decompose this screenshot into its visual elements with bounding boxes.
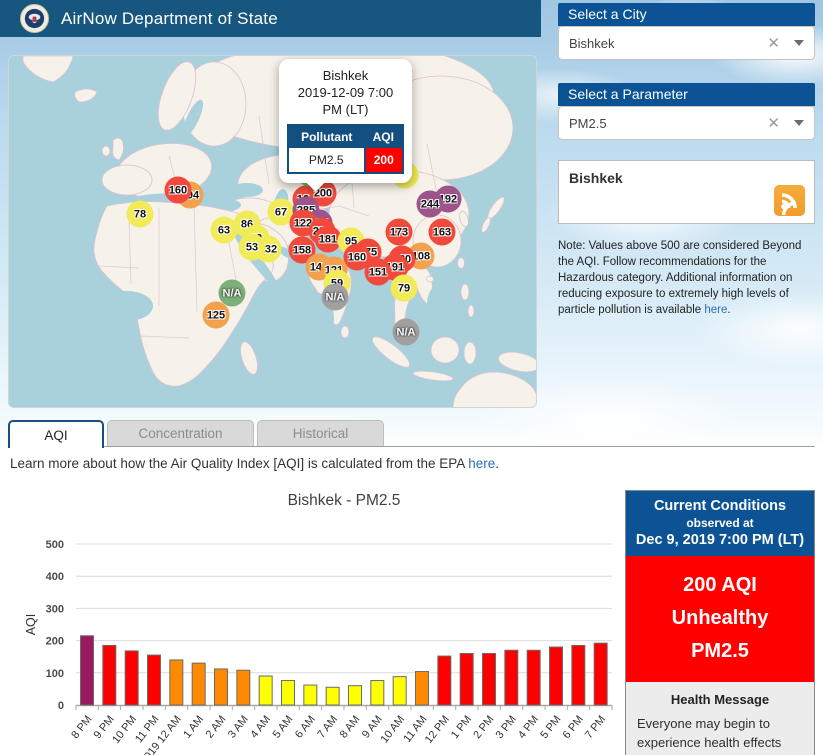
svg-text:400: 400: [46, 571, 64, 583]
tabs-bar: AQI Concentration Historical: [8, 420, 815, 448]
aqi-marker[interactable]: 181: [314, 225, 342, 253]
current-conditions-header: Current Conditions observed at Dec 9, 20…: [626, 491, 814, 556]
svg-text:10 AM: 10 AM: [379, 713, 408, 745]
current-aqi-box: 200 AQI Unhealthy PM2.5: [626, 556, 814, 682]
tab-historical[interactable]: Historical: [257, 420, 384, 446]
rss-city-title: Bishkek: [569, 170, 623, 186]
clear-icon[interactable]: ✕: [767, 35, 780, 52]
svg-text:4 PM: 4 PM: [516, 713, 541, 741]
health-message-text: Everyone may begin to experience health …: [637, 716, 782, 755]
aqi-chart-area: Bishkek - PM2.5 AQI 0 100 200 300 400 500 8 PM 9 …: [0, 485, 622, 755]
aqi-marker[interactable]: 78: [126, 200, 154, 228]
current-conditions-panel: Current Conditions observed at Dec 9, 20…: [625, 490, 815, 755]
health-message-title: Health Message: [670, 692, 770, 707]
city-select[interactable]: Bishkek ✕: [558, 26, 815, 60]
city-select-value: Bishkek: [569, 35, 615, 51]
page-title: AirNow Department of State: [61, 8, 278, 28]
svg-text:5 PM: 5 PM: [538, 713, 563, 741]
svg-text:12 PM: 12 PM: [423, 713, 452, 745]
svg-text:100: 100: [46, 668, 64, 680]
svg-text:5 AM: 5 AM: [271, 713, 296, 740]
svg-text:Bishkek - PM2.5: Bishkek - PM2.5: [288, 492, 401, 509]
beyond-aqi-note: Note: Values above 500 are considered Be…: [558, 240, 802, 317]
parameter-select[interactable]: PM2.5 ✕: [558, 106, 815, 140]
popup-datetime: 2019-12-09 7:00 PM (LT): [297, 84, 394, 117]
epa-here-link[interactable]: here: [468, 456, 496, 471]
tab-aqi[interactable]: AQI: [8, 420, 104, 448]
rss-feed-box: Bishkek: [558, 160, 815, 224]
aqi-marker[interactable]: N/A: [392, 318, 420, 346]
svg-text:1 AM: 1 AM: [181, 713, 206, 740]
aqi-marker[interactable]: 160: [164, 176, 192, 204]
aqi-marker[interactable]: N/A: [321, 283, 349, 311]
rss-icon[interactable]: [774, 185, 805, 216]
svg-text:300: 300: [46, 603, 64, 615]
popup-table: Pollutant AQI PM2.5 200: [287, 123, 404, 174]
current-conditions-title: Current Conditions: [653, 498, 787, 514]
observed-datetime: Dec 9, 2019 7:00 PM (LT): [635, 532, 805, 548]
svg-text:1 PM: 1 PM: [449, 713, 474, 741]
world-map-image: [9, 56, 536, 407]
popup-aqi-value: 200: [364, 147, 403, 173]
popup-city: Bishkek: [322, 68, 369, 83]
svg-text:7 AM: 7 AM: [315, 713, 340, 740]
svg-text:2 PM: 2 PM: [471, 713, 496, 741]
svg-text:6 AM: 6 AM: [293, 713, 318, 740]
state-department-seal-icon: [20, 4, 49, 33]
aqi-marker[interactable]: N/A: [218, 279, 246, 307]
svg-text:10 PM: 10 PM: [110, 713, 139, 745]
health-message-box: Health Message Everyone may begin to exp…: [626, 682, 814, 755]
svg-text:200: 200: [46, 636, 64, 648]
aqi-world-map[interactable]: 1941607886638213253N/A125976716120028522…: [8, 55, 537, 408]
svg-text:0: 0: [58, 700, 64, 712]
app-header: AirNow Department of State: [0, 0, 541, 37]
select-city-header: Select a City: [558, 3, 815, 26]
svg-text:8 AM: 8 AM: [338, 713, 363, 740]
sidebar: Select a City Bishkek ✕ Select a Paramet…: [558, 0, 815, 480]
note-text: Note: Values above 500 are considered Be…: [558, 240, 802, 317]
chevron-down-icon[interactable]: [794, 120, 804, 126]
svg-text:AQI: AQI: [24, 614, 38, 636]
aqi-marker[interactable]: 158: [288, 236, 316, 264]
note-here-link[interactable]: here: [704, 304, 728, 317]
current-pollutant: PM2.5: [691, 640, 749, 662]
select-parameter-header: Select a Parameter: [558, 83, 815, 106]
popup-col-aqi: AQI: [364, 124, 403, 148]
aqi-marker[interactable]: 79: [390, 274, 418, 302]
observed-at-label: observed at: [686, 516, 754, 530]
parameter-select-value: PM2.5: [569, 115, 607, 131]
chevron-down-icon[interactable]: [794, 40, 804, 46]
aqi-marker[interactable]: 53: [238, 233, 266, 261]
popup-pollutant-value: PM2.5: [288, 147, 366, 173]
svg-text:500: 500: [46, 539, 64, 551]
aqi-marker[interactable]: 163: [428, 218, 456, 246]
map-popup: Bishkek 2019-12-09 7:00 PM (LT) Pollutan…: [279, 59, 412, 183]
tab-concentration[interactable]: Concentration: [107, 420, 254, 446]
aqi-marker[interactable]: 173: [385, 218, 413, 246]
learn-more-text: Learn more about how the Air Quality Ind…: [10, 456, 500, 471]
svg-text:8 PM: 8 PM: [69, 713, 94, 741]
aqi-marker[interactable]: 63: [210, 216, 238, 244]
svg-text:2 AM: 2 AM: [204, 713, 229, 740]
aqi-marker[interactable]: 151: [364, 258, 392, 286]
svg-text:3 AM: 3 AM: [226, 713, 251, 740]
current-aqi-category: Unhealthy: [671, 607, 769, 629]
aqi-marker[interactable]: 244: [416, 190, 444, 218]
popup-col-pollutant: Pollutant: [288, 124, 365, 148]
svg-text:4 AM: 4 AM: [248, 713, 273, 740]
svg-text:6 PM: 6 PM: [561, 713, 586, 741]
svg-text:7 PM: 7 PM: [583, 713, 608, 741]
aqi-marker[interactable]: 160: [343, 243, 371, 271]
svg-text:3 PM: 3 PM: [494, 713, 519, 741]
aqi-marker[interactable]: 125: [202, 301, 230, 329]
clear-icon[interactable]: ✕: [767, 115, 780, 132]
current-aqi-value: 200 AQI: [683, 574, 757, 596]
